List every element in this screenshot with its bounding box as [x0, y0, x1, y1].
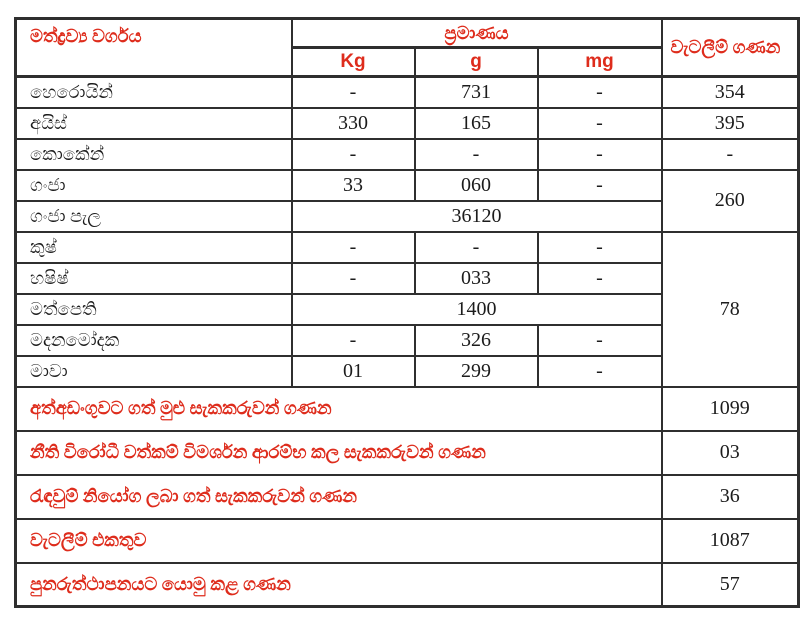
row-ganja-plants-label: ගංජා පැල: [14, 199, 293, 233]
row-kush-label: කුෂ්: [14, 230, 293, 264]
row-cocaine: කොකේන් - - - -: [14, 137, 800, 171]
summary-total-raids-value: 1087: [660, 517, 800, 564]
row-mawa: මාවා 01 299 -: [14, 354, 799, 388]
summary-row-arrested-suspects: අත්අඩංගුවට ගත් මුළු සැකකරුවන් ගණන 1099: [14, 385, 800, 432]
row-madana-modaka-label: මදනමෝදක: [14, 323, 293, 357]
row-ice-raids: 395: [660, 106, 800, 140]
row-pills-label: මත්පෙති: [14, 292, 293, 326]
row-hashish-g: 033: [413, 261, 539, 295]
row-ice-label: අයිස්: [14, 106, 293, 140]
header-raid-count: වැටලීම් ගණන: [660, 17, 800, 78]
row-madana-modaka-g: 326: [413, 323, 539, 357]
header-unit-mg: mg: [536, 46, 663, 78]
header-quantity: ප්‍රමාණය: [290, 17, 663, 49]
row-mawa-label: මාවා: [14, 354, 293, 388]
row-heroin-label: හෙරොයින්: [14, 75, 293, 109]
row-madana-modaka-mg: -: [536, 323, 663, 357]
summary-total-raids-label: වැටලීම් එකතුව: [14, 517, 663, 564]
summary-asset-investigations-value: 03: [660, 429, 800, 476]
row-madana-modaka-kg: -: [290, 323, 416, 357]
row-pills-quantity: 1400: [290, 292, 663, 326]
row-ice-kg: 330: [290, 106, 416, 140]
row-ganja-plants-quantity: 36120: [290, 199, 663, 233]
row-mawa-mg: -: [536, 354, 663, 388]
row-mawa-g: 299: [413, 354, 539, 388]
row-ganja-g: 060: [413, 168, 539, 202]
drug-seizure-table-wrapper: මත්ද්‍රව්‍ය වර්ගය ප්‍රමාණය වැටලීම් ගණන K…: [14, 17, 801, 608]
summary-row-asset-investigations: නීති විරෝධී වත්කම් විමර්ශන ආරම්භ කල සැකක…: [14, 429, 800, 476]
header-unit-g: g: [413, 46, 539, 78]
row-cocaine-label: කොකේන්: [14, 137, 293, 171]
row-mawa-kg: 01: [290, 354, 416, 388]
summary-row-total-raids: වැටලීම් එකතුව 1087: [14, 517, 800, 564]
row-heroin: හෙරොයින් - 731 - 354: [14, 75, 800, 109]
row-ice-g: 165: [413, 106, 539, 140]
row-heroin-mg: -: [536, 75, 663, 109]
row-kush-mg: -: [536, 230, 663, 264]
row-ice-mg: -: [536, 106, 663, 140]
summary-rehabilitation-value: 57: [660, 561, 800, 608]
header-row-units: Kg g mg: [16, 46, 799, 78]
row-cocaine-mg: -: [536, 137, 663, 171]
drug-seizure-table: මත්ද්‍රව්‍ය වර්ගය ප්‍රමාණය වැටලීම් ගණන K…: [14, 17, 801, 608]
row-ganja-label: ගංජා: [14, 168, 293, 202]
row-heroin-raids: 354: [660, 75, 800, 109]
row-kush-kg: -: [290, 230, 416, 264]
row-hashish-label: හෂිෂ්: [14, 261, 293, 295]
row-cocaine-kg: -: [290, 137, 416, 171]
summary-row-detention-orders: රැඳවුම් නියෝග ලබා ගත් සැකකරුවන් ගණන 36: [14, 473, 800, 520]
summary-row-rehabilitation: පුනරුත්ථාපනයට යොමු කළ ගණන 57: [14, 561, 800, 608]
row-ice: අයිස් 330 165 - 395: [14, 106, 800, 140]
summary-asset-investigations-label: නීති විරෝධී වත්කම් විමර්ශන ආරම්භ කල සැකක…: [14, 429, 663, 476]
row-hashish-mg: -: [536, 261, 663, 295]
summary-detention-orders-label: රැඳවුම් නියෝග ලබා ගත් සැකකරුවන් ගණන: [14, 473, 663, 520]
summary-rehabilitation-label: පුනරුත්ථාපනයට යොමු කළ ගණන: [14, 561, 663, 608]
row-ganja: ගංජා 33 060 - 260: [14, 168, 800, 233]
row-ganja-kg: 33: [290, 168, 416, 202]
raids-ganja-group: 260: [660, 168, 800, 233]
row-cocaine-raids: -: [660, 137, 800, 171]
row-hashish: හෂිෂ් - 033 -: [14, 261, 799, 295]
row-kush: කුෂ් - - - 78: [14, 230, 800, 388]
header-row-1: මත්ද්‍රව්‍ය වර්ගය ප්‍රමාණය වැටලීම් ගණන: [14, 17, 800, 78]
row-cocaine-g: -: [413, 137, 539, 171]
header-unit-kg: Kg: [290, 46, 416, 78]
row-pills: මත්පෙති 1400: [14, 292, 799, 326]
row-heroin-g: 731: [413, 75, 539, 109]
row-hashish-kg: -: [290, 261, 416, 295]
row-ganja-mg: -: [536, 168, 663, 202]
summary-arrested-suspects-value: 1099: [660, 385, 800, 432]
raids-kush-group: 78: [660, 230, 800, 388]
summary-arrested-suspects-label: අත්අඩංගුවට ගත් මුළු සැකකරුවන් ගණන: [14, 385, 663, 432]
row-madana-modaka: මදනමෝදක - 326 -: [14, 323, 799, 357]
row-heroin-kg: -: [290, 75, 416, 109]
row-ganja-plants: ගංජා පැල 36120: [14, 199, 799, 233]
row-kush-g: -: [413, 230, 539, 264]
summary-detention-orders-value: 36: [660, 473, 800, 520]
header-drug-type: මත්ද්‍රව්‍ය වර්ගය: [14, 17, 293, 78]
